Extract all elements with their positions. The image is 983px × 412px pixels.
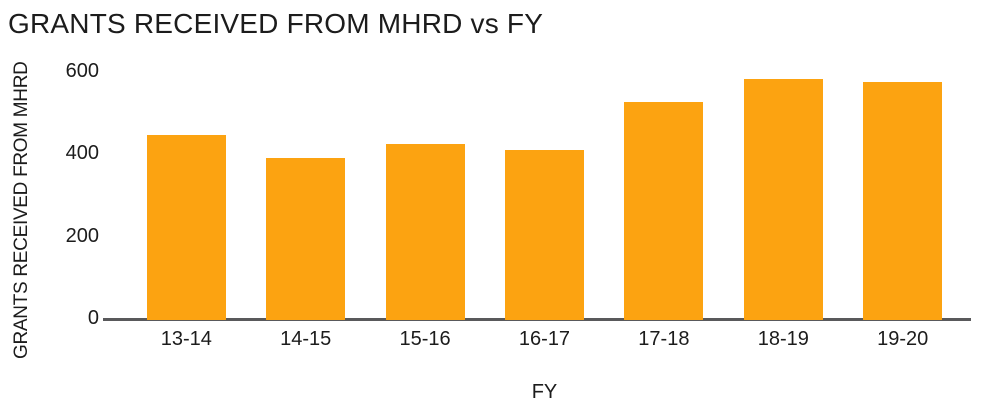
bar (385, 144, 465, 320)
x-tick-label: 18-19 (757, 328, 809, 350)
x-tick-label: 13-14 (160, 328, 212, 350)
y-tick-label: 200 (65, 224, 99, 247)
y-tick-label: 0 (87, 307, 99, 329)
x-tick-label: 16-17 (518, 328, 571, 350)
y-tick-label: 600 (65, 59, 99, 82)
x-tick-label: 19-20 (877, 328, 929, 350)
y-tick-label: 400 (65, 142, 99, 165)
bar (266, 158, 346, 320)
bar (743, 78, 823, 320)
bar (624, 102, 704, 320)
bar (146, 135, 226, 320)
x-tick-label: 17-18 (638, 328, 690, 350)
x-tick-label: 15-16 (399, 328, 451, 350)
x-axis-title: FY (531, 381, 558, 403)
bar (863, 81, 943, 320)
chart-title: GRANTS RECEIVED FROM MHRD vs FY (8, 8, 544, 39)
x-tick-label: 14-15 (280, 328, 332, 350)
bar (505, 149, 584, 320)
